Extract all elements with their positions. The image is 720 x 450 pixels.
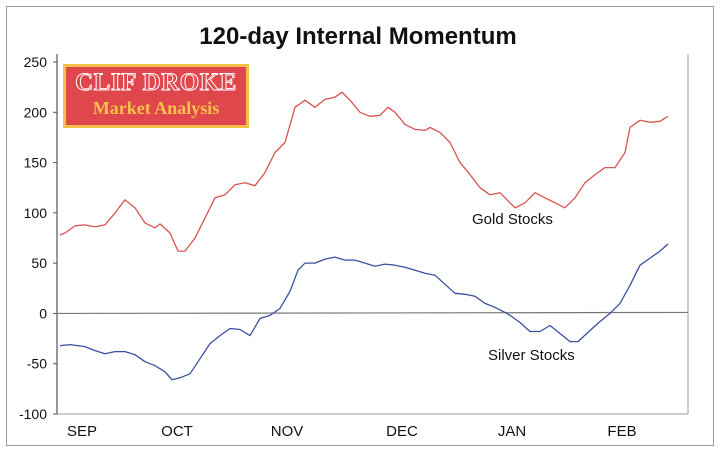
x-tick-label-sep: SEP	[67, 423, 97, 440]
y-tick-label: -100	[19, 406, 47, 422]
silver-stocks-line	[59, 243, 669, 381]
y-tick-label: 50	[31, 255, 47, 271]
gold-stocks-line	[59, 91, 669, 252]
y-tick-label: 100	[24, 205, 48, 221]
x-tick-label-dec: DEC	[386, 423, 418, 440]
zero-line	[56, 311, 689, 315]
y-tick-label: -50	[27, 356, 47, 372]
gold-stocks-label: Gold Stocks	[472, 211, 553, 228]
x-tick-label-feb: FEB	[607, 423, 636, 440]
logo-subtitle: Market Analysis	[92, 98, 220, 118]
silver-stocks-label: Silver Stocks	[488, 347, 575, 364]
y-tick-label: 200	[24, 104, 48, 120]
y-tick-label: 250	[24, 54, 48, 70]
x-tick-label-jan: JAN	[498, 423, 526, 440]
y-tick-label: 0	[39, 305, 47, 321]
x-tick-label-nov: NOV	[271, 423, 304, 440]
chart-title: 120-day Internal Momentum	[199, 23, 516, 50]
chart-frame	[6, 6, 714, 446]
logo-title: CLIF DROKE	[75, 69, 237, 97]
y-tick-label: 150	[24, 155, 48, 171]
clif-droke-logo: CLIF DROKE Market Analysis	[63, 64, 249, 128]
x-tick-label-oct: OCT	[161, 423, 193, 440]
